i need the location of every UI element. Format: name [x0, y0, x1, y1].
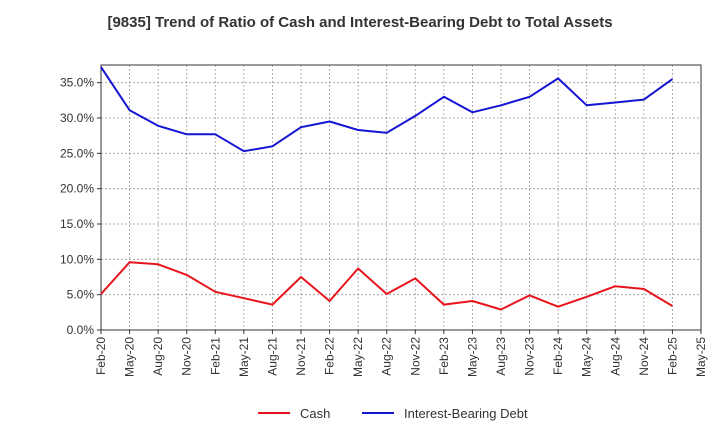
y-tick-label: 15.0%	[60, 217, 94, 231]
axis-layer: 0.0% 5.0% 10.0% 15.0% 20.0% 25.0% 30.0% 35.0% Fe…	[60, 64, 708, 377]
y-tick-label: 20.0%	[60, 182, 94, 196]
x-tick-label: Feb-21	[208, 337, 222, 375]
legend-label-interest-bearing-debt: Interest-Bearing Debt	[404, 406, 528, 421]
x-tick-label: Feb-25	[665, 337, 679, 375]
x-tick-label: Feb-24	[551, 337, 565, 375]
y-tick-label: 30.0%	[60, 111, 94, 125]
x-tick-label: Feb-22	[323, 337, 337, 375]
y-tick-label: 35.0%	[60, 76, 94, 90]
legend-label-cash: Cash	[300, 406, 330, 421]
x-tick-label: Nov-24	[637, 337, 651, 376]
grid-layer	[100, 65, 702, 331]
x-tick-label: Nov-21	[294, 337, 308, 376]
x-tick-label: Nov-20	[180, 337, 194, 376]
x-tick-label: Aug-23	[494, 337, 508, 376]
legend: Cash Interest-Bearing Debt	[258, 406, 528, 421]
x-tick-label: Aug-21	[265, 337, 279, 376]
y-tick-label: 10.0%	[60, 252, 94, 266]
y-tick-label: 0.0%	[67, 323, 95, 337]
series-line-interest-bearing-debt	[100, 66, 673, 153]
x-tick-label: Feb-23	[437, 337, 451, 375]
x-tick-label: Nov-22	[408, 337, 422, 376]
x-tick-label: May-22	[351, 337, 365, 377]
y-tick-label: 25.0%	[60, 146, 94, 160]
x-tick-label: May-20	[123, 337, 137, 377]
plot-frame	[100, 64, 702, 331]
x-tick-label: May-23	[465, 337, 479, 377]
series-line-cash	[100, 261, 673, 311]
x-tick-label: May-21	[237, 337, 251, 377]
x-tick-label: Feb-20	[94, 337, 108, 375]
x-tick-label: May-24	[580, 337, 594, 377]
x-tick-label: Aug-22	[380, 337, 394, 376]
chart-title: [9835] Trend of Ratio of Cash and Intere…	[107, 14, 613, 31]
y-tick-label: 5.0%	[67, 288, 95, 302]
x-tick-label: Nov-23	[523, 337, 537, 376]
x-tick-label: Aug-24	[608, 337, 622, 376]
series-layer	[100, 66, 673, 311]
x-tick-label: Aug-20	[151, 337, 165, 376]
x-tick-label: May-25	[694, 337, 708, 377]
